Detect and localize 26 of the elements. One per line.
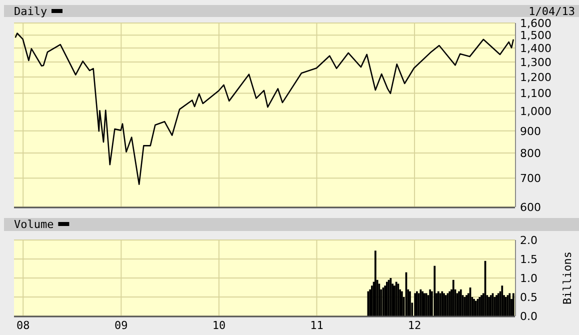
text: 1/04/13 — [528, 5, 575, 18]
y-axis-title: Billions — [561, 252, 574, 304]
y-tick-label: 2.0 — [520, 234, 538, 247]
y-tick-label: 1,500 — [520, 28, 552, 42]
x-tick-label: 08 — [16, 319, 30, 332]
y-tick-label: 700 — [520, 172, 541, 185]
legend-label: Daily — [14, 5, 48, 18]
y-tick-label: 900 — [520, 124, 541, 138]
y-tick-label: 1,300 — [520, 56, 552, 69]
y-tick-label: 1.5 — [520, 252, 538, 266]
y-tick-label: 1,100 — [520, 87, 552, 100]
y-tick-label: 0.5 — [520, 290, 538, 304]
y-tick-label: 1,000 — [520, 105, 552, 118]
line-series — [14, 32, 514, 185]
y-tick-label: 1,200 — [520, 70, 552, 84]
y-tick-label: 1,400 — [520, 42, 552, 55]
x-tick-label: 09 — [114, 319, 128, 332]
y-tick-label: 1.0 — [520, 272, 538, 285]
y-tick-label: 800 — [520, 146, 541, 160]
x-tick-label: 10 — [212, 319, 226, 332]
y-tick-label: 600 — [520, 200, 541, 214]
x-tick-label: 12 — [408, 319, 422, 332]
x-tick-label: 11 — [310, 319, 324, 332]
y-tick-label: 0.0 — [520, 310, 538, 323]
y-tick-label: 1,600 — [520, 16, 552, 30]
legend-label: Volume — [14, 218, 54, 231]
